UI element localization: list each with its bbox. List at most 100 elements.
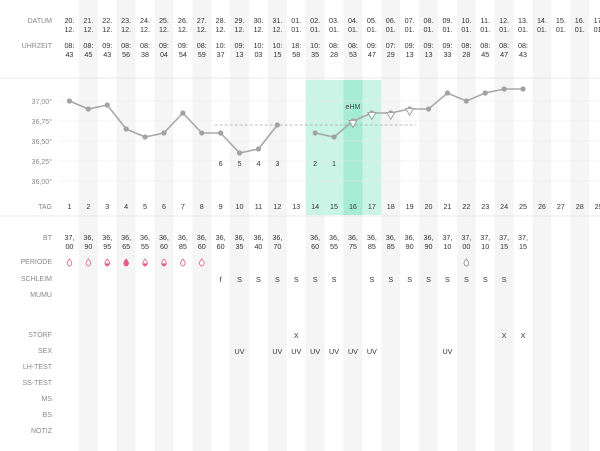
bt-value-dec: 60	[311, 242, 319, 251]
date-day: 22.	[102, 16, 112, 25]
time-minute: 29	[387, 50, 395, 59]
time-hour: 08:	[121, 41, 131, 50]
bt-value-int: 37,	[442, 233, 452, 242]
time-hour: 09:	[405, 41, 415, 50]
bt-value-dec: 85	[368, 242, 376, 251]
row-label-ms: MS	[42, 396, 53, 403]
date-day: 12.	[499, 16, 509, 25]
day-number: 1	[67, 202, 71, 211]
temperature-point	[236, 150, 243, 156]
bt-value-dec: 90	[425, 242, 433, 251]
schleim-value: S	[294, 275, 299, 284]
column-shade	[154, 0, 174, 451]
time-minute: 53	[349, 50, 357, 59]
date-day: 23.	[121, 16, 131, 25]
date-month: 12.	[83, 25, 93, 34]
bt-value-dec: 75	[349, 242, 357, 251]
date-day: 04.	[348, 16, 358, 25]
row-label-bt: BT	[43, 235, 53, 242]
date-day: 02.	[310, 16, 320, 25]
sex-value: UV	[310, 347, 320, 356]
time-hour: 08:	[461, 41, 471, 50]
bt-value-dec: 35	[236, 242, 244, 251]
date-month: 12.	[121, 25, 131, 34]
bt-value-int: 37,	[64, 233, 74, 242]
time-hour: 10:	[216, 41, 226, 50]
bt-value-int: 36,	[424, 233, 434, 242]
row-label-ss: SS-TEST	[22, 380, 52, 387]
column-shade	[570, 0, 590, 451]
bt-value-int: 36,	[121, 233, 131, 242]
day-number: 22	[462, 202, 470, 211]
temperature-point	[463, 98, 469, 104]
day-number: 10	[236, 202, 244, 211]
schleim-value: S	[313, 275, 318, 284]
date-month: 12.	[253, 25, 263, 34]
schleim-value: S	[237, 275, 242, 284]
bt-value-dec: 65	[122, 242, 130, 251]
temperature-point	[444, 90, 451, 96]
time-hour: 08:	[499, 41, 509, 50]
time-minute: 47	[368, 50, 376, 59]
bt-value-int: 36,	[235, 233, 245, 242]
bt-value-dec: 70	[273, 242, 281, 251]
countdown-label: 5	[238, 159, 242, 168]
time-hour: 18:	[291, 41, 301, 50]
temperature-point	[312, 130, 318, 136]
bt-value-dec: 60	[160, 242, 168, 251]
time-minute: 45	[84, 50, 92, 59]
row-label-periode: PERIODE	[20, 259, 52, 266]
date-month: 01.	[405, 25, 415, 34]
period-drop-light	[85, 258, 92, 267]
schleim-value: S	[332, 275, 337, 284]
bt-value-dec: 55	[141, 242, 149, 251]
day-number: 24	[500, 202, 508, 211]
column-shade	[494, 0, 514, 451]
temperature-marker	[385, 111, 396, 121]
date-month: 12.	[197, 25, 207, 34]
time-minute: 59	[198, 50, 206, 59]
date-day: 21.	[83, 16, 93, 25]
date-day: 30.	[253, 16, 263, 25]
time-hour: 09:	[367, 41, 377, 50]
row-label-lh: LH-TEST	[23, 364, 53, 371]
day-number: 19	[406, 202, 414, 211]
time-hour: 08:	[348, 41, 358, 50]
date-day: 20.	[64, 16, 74, 25]
column-shade	[343, 0, 363, 451]
date-month: 01.	[518, 25, 528, 34]
date-month: 01.	[291, 25, 301, 34]
date-time-header: 20.12.08:43121.12.08:45222.12.09:43323.1…	[64, 16, 600, 211]
column-shade	[267, 0, 287, 451]
bt-value-dec: 00	[462, 242, 470, 251]
row-label-schleim: SCHLEIM	[21, 276, 52, 283]
time-minute: 58	[292, 50, 300, 59]
bt-value-dec: 90	[406, 242, 414, 251]
bt-value-int: 36,	[253, 233, 263, 242]
temperature-point	[331, 134, 337, 140]
sex-value: UV	[291, 347, 301, 356]
time-hour: 08:	[83, 41, 93, 50]
temperature-plot: eHM 6 5 4 3 2 1	[66, 86, 526, 168]
date-month: 12.	[178, 25, 188, 34]
day-number: 5	[143, 202, 147, 211]
temperature-point	[142, 134, 148, 140]
time-hour: 08:	[140, 41, 150, 50]
time-hour: 10:	[310, 41, 320, 50]
period-drop-heavy	[123, 258, 129, 267]
schleim-value: S	[445, 275, 450, 284]
date-day: 31.	[272, 16, 282, 25]
period-drop-light	[66, 258, 73, 267]
schleim-value: S	[256, 275, 261, 284]
time-minute: 54	[179, 50, 187, 59]
date-day: 07.	[405, 16, 415, 25]
bt-value-int: 36,	[386, 233, 396, 242]
day-number: 18	[387, 202, 395, 211]
time-hour: 09:	[235, 41, 245, 50]
period-drop-light	[199, 258, 205, 267]
temperature-point	[274, 122, 280, 128]
day-number: 27	[557, 202, 565, 211]
day-number: 29	[595, 202, 600, 211]
date-month: 01.	[594, 25, 600, 34]
date-day: 01.	[291, 16, 301, 25]
